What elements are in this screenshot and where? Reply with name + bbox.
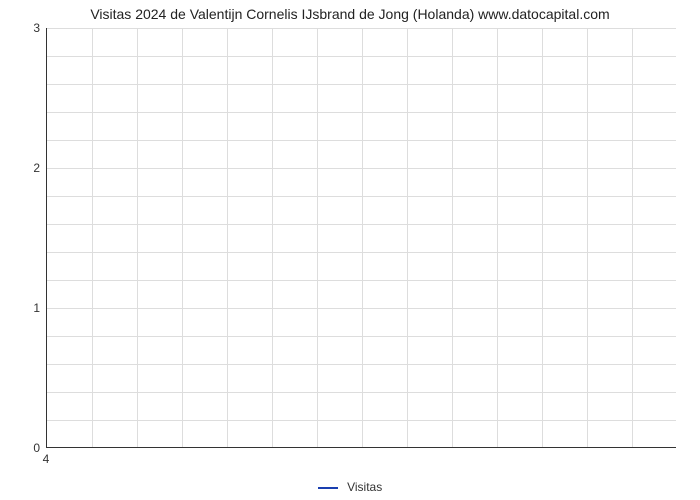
y-tick-label: 3 <box>0 21 40 35</box>
chart-plot-area <box>46 28 676 448</box>
y-tick-label: 2 <box>0 161 40 175</box>
legend-label: Visitas <box>347 480 382 494</box>
x-tick-label: 4 <box>43 452 50 466</box>
y-tick-label: 1 <box>0 301 40 315</box>
legend-swatch <box>318 487 338 489</box>
chart-legend: Visitas <box>0 480 700 494</box>
y-tick-label: 0 <box>0 441 40 455</box>
chart-title: Visitas 2024 de Valentijn Cornelis IJsbr… <box>0 6 700 22</box>
